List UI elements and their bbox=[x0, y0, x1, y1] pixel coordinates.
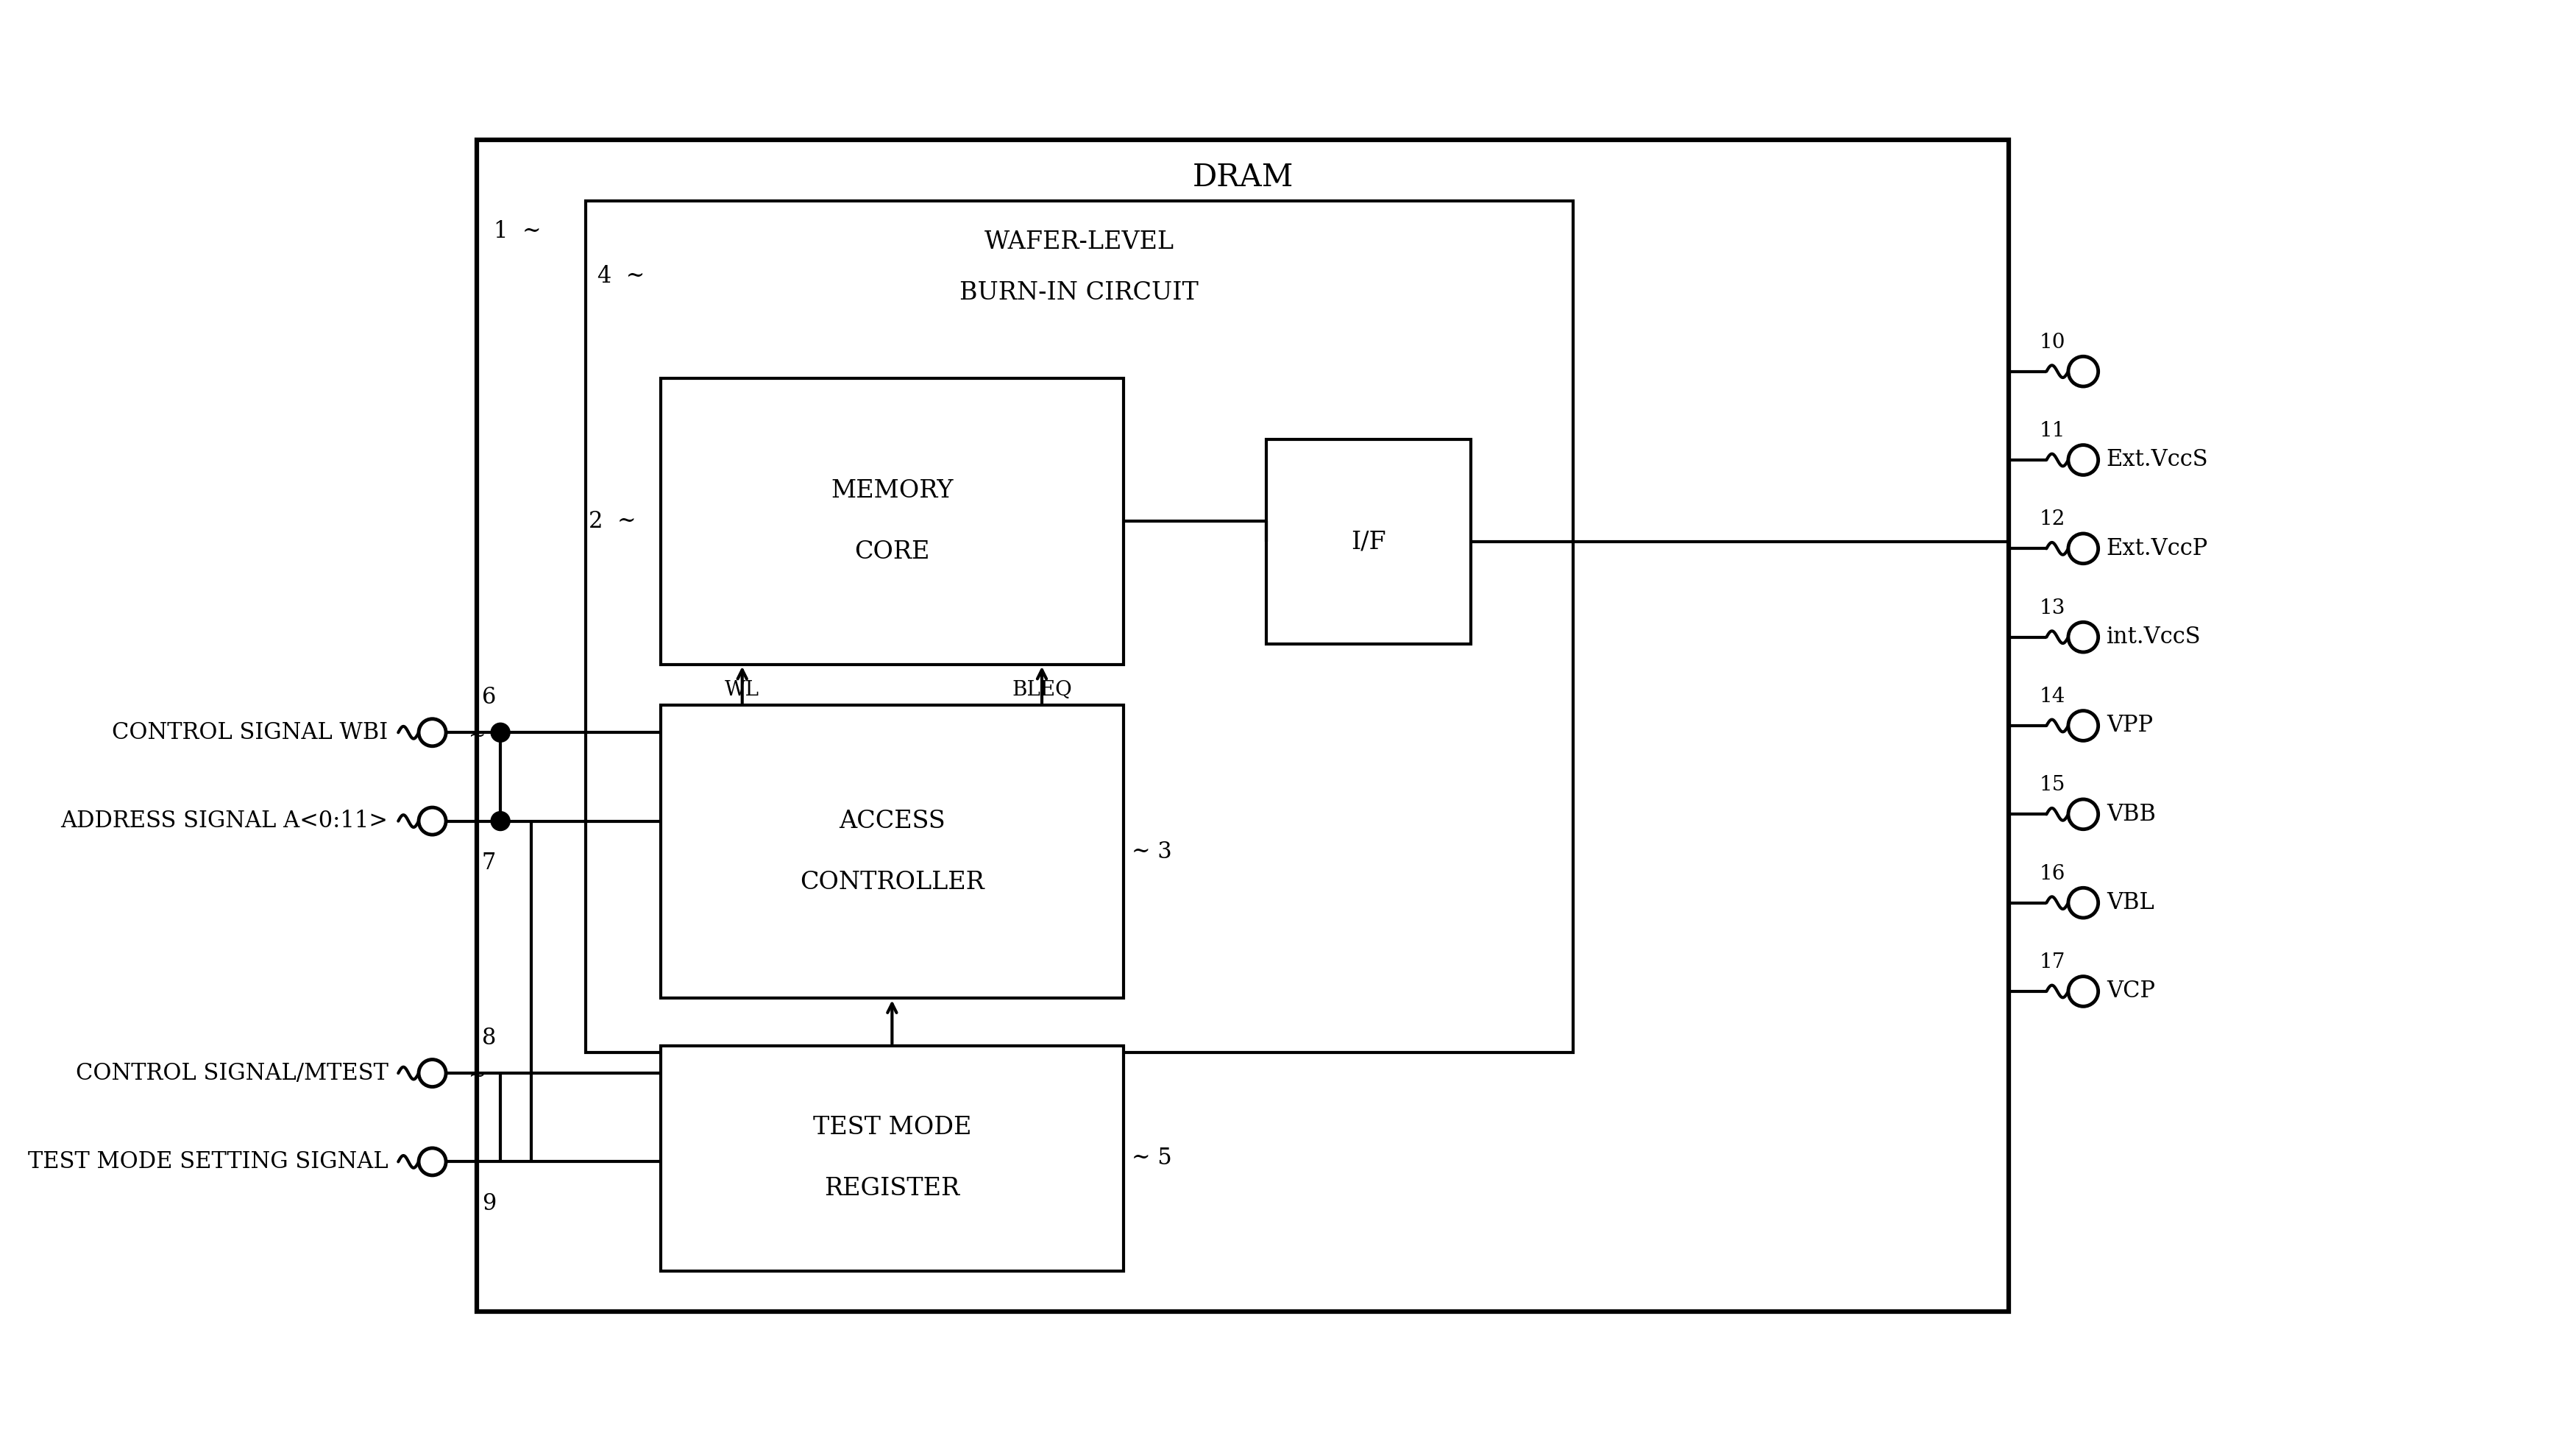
Bar bbox=[659, 378, 1123, 665]
Text: CONTROL SIGNAL/MTEST: CONTROL SIGNAL/MTEST bbox=[75, 1062, 389, 1085]
Text: ~ 5: ~ 5 bbox=[1131, 1146, 1172, 1169]
Text: CONTROLLER: CONTROLLER bbox=[799, 871, 984, 894]
Text: I/F: I/F bbox=[1352, 530, 1386, 553]
Text: ADDRESS SIGNAL A<0:11>: ADDRESS SIGNAL A<0:11> bbox=[62, 810, 389, 833]
Text: 17: 17 bbox=[2040, 953, 2066, 973]
Circle shape bbox=[492, 811, 510, 831]
Text: VCP: VCP bbox=[2107, 980, 2156, 1003]
Text: Ext.VccS: Ext.VccS bbox=[2107, 449, 2208, 471]
Text: REGISTER: REGISTER bbox=[824, 1176, 961, 1201]
Text: CORE: CORE bbox=[855, 540, 930, 563]
Text: int.VccS: int.VccS bbox=[2107, 626, 2200, 649]
Text: VBB: VBB bbox=[2107, 802, 2156, 825]
Text: DRAM: DRAM bbox=[1193, 162, 1293, 192]
Bar bbox=[585, 201, 1574, 1053]
Text: 7: 7 bbox=[482, 851, 497, 874]
Bar bbox=[659, 705, 1123, 999]
Text: TEST MODE: TEST MODE bbox=[814, 1116, 971, 1139]
Text: 12: 12 bbox=[2040, 510, 2066, 529]
Text: 14: 14 bbox=[2040, 686, 2066, 706]
Text: VBL: VBL bbox=[2107, 891, 2154, 914]
Text: ~: ~ bbox=[469, 727, 487, 745]
Text: WL: WL bbox=[724, 679, 760, 699]
Text: MEMORY: MEMORY bbox=[832, 479, 953, 503]
Text: 16: 16 bbox=[2040, 864, 2066, 884]
Circle shape bbox=[492, 724, 510, 742]
Text: 6: 6 bbox=[482, 686, 497, 709]
Text: WAFER-LEVEL: WAFER-LEVEL bbox=[984, 231, 1175, 254]
Text: 15: 15 bbox=[2040, 775, 2066, 795]
Text: BLEQ: BLEQ bbox=[1012, 679, 1072, 699]
Text: 4  ~: 4 ~ bbox=[598, 265, 644, 288]
Text: 8: 8 bbox=[482, 1026, 497, 1049]
Text: 1  ~: 1 ~ bbox=[495, 221, 541, 244]
Bar bbox=[1267, 440, 1471, 643]
Text: ~: ~ bbox=[469, 1066, 487, 1086]
Text: Ext.VccP: Ext.VccP bbox=[2107, 537, 2208, 560]
Text: 13: 13 bbox=[2040, 598, 2066, 618]
Text: VPP: VPP bbox=[2107, 714, 2154, 737]
Text: ACCESS: ACCESS bbox=[840, 810, 945, 833]
Bar bbox=[477, 140, 2009, 1311]
Text: CONTROL SIGNAL WBI: CONTROL SIGNAL WBI bbox=[111, 721, 389, 744]
Text: 9: 9 bbox=[482, 1192, 497, 1215]
Text: TEST MODE SETTING SIGNAL: TEST MODE SETTING SIGNAL bbox=[28, 1151, 389, 1174]
Text: 11: 11 bbox=[2040, 421, 2066, 441]
Text: BURN-IN CIRCUIT: BURN-IN CIRCUIT bbox=[961, 281, 1198, 305]
Text: ~ 3: ~ 3 bbox=[1131, 840, 1172, 863]
Bar bbox=[659, 1046, 1123, 1271]
Text: 10: 10 bbox=[2040, 332, 2066, 353]
Text: 2  ~: 2 ~ bbox=[590, 510, 636, 533]
